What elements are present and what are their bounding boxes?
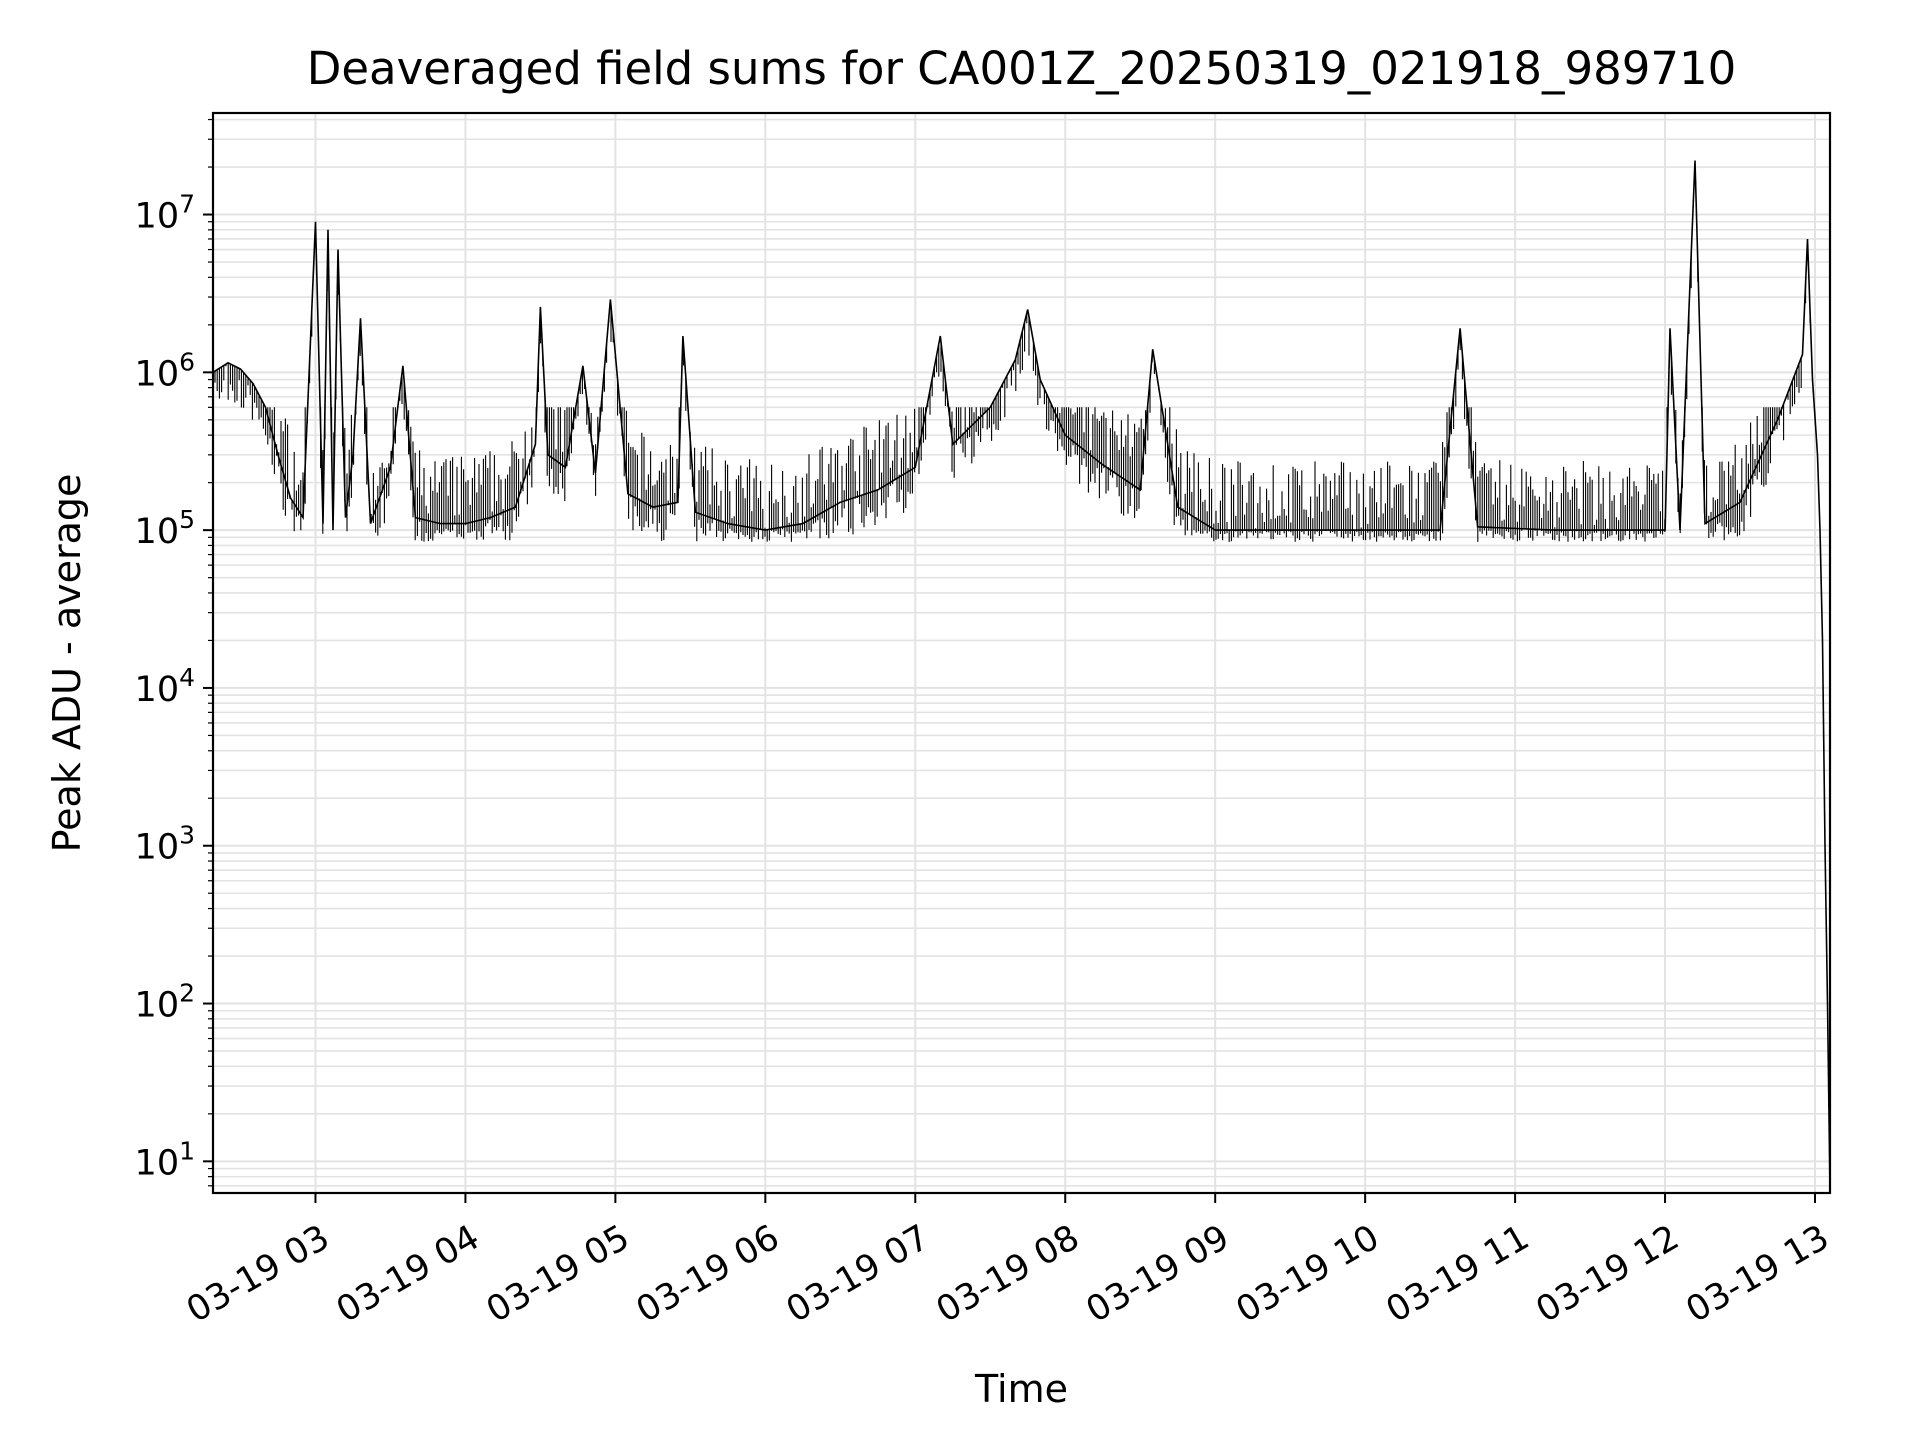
grid bbox=[213, 113, 1830, 1193]
y-tick-label: 101 bbox=[135, 1136, 195, 1183]
y-tick-label: 105 bbox=[135, 505, 195, 552]
x-axis-label: Time bbox=[974, 1367, 1068, 1411]
y-axis-label: Peak ADU - average bbox=[45, 474, 89, 853]
plot-frame bbox=[211, 111, 1832, 1195]
y-tick-label: 103 bbox=[135, 821, 195, 868]
y-tick-label: 106 bbox=[135, 347, 195, 394]
series-line bbox=[212, 160, 1831, 1191]
y-tick-label: 102 bbox=[135, 979, 195, 1026]
y-tick-label: 104 bbox=[135, 663, 195, 710]
y-tick-label: 107 bbox=[135, 190, 195, 237]
chart-title: Deaveraged field sums for CA001Z_2025031… bbox=[307, 42, 1737, 95]
